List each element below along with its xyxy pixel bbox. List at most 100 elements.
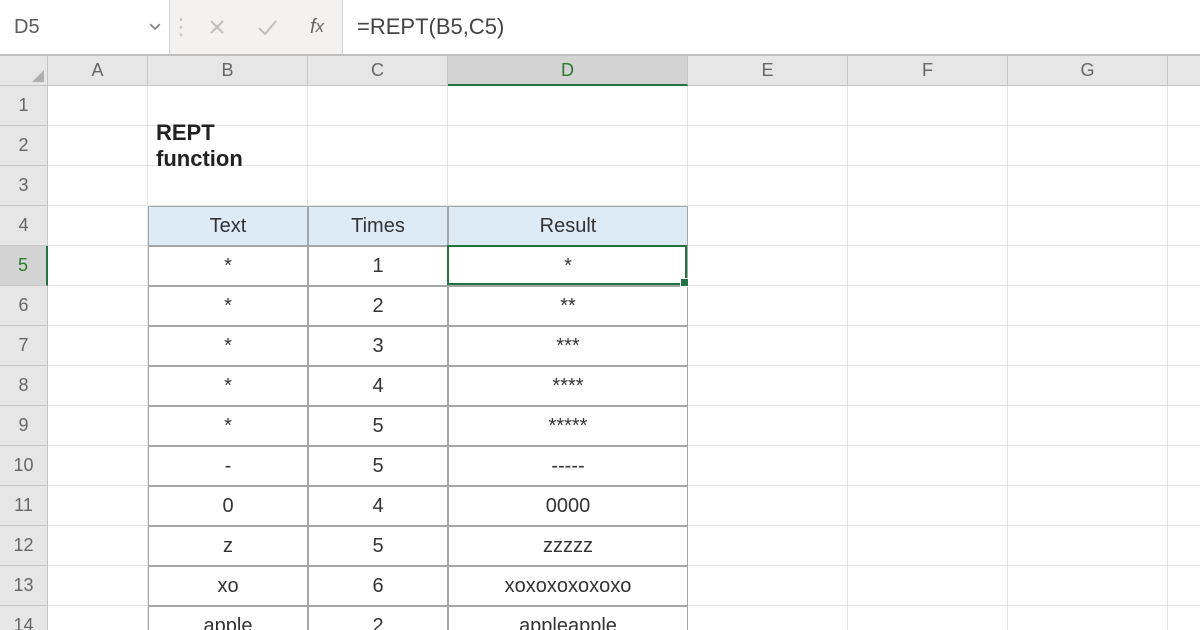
cell-B2[interactable]: REPT function <box>148 126 308 166</box>
cell-G1[interactable] <box>1008 86 1168 126</box>
cell-C3[interactable] <box>308 166 448 206</box>
cell-D13[interactable]: xoxoxoxoxoxo <box>448 566 688 606</box>
cell-B8[interactable]: * <box>148 366 308 406</box>
row-header-9[interactable]: 9 <box>0 406 48 446</box>
cell-H4[interactable] <box>1168 206 1200 246</box>
cell-E4[interactable] <box>688 206 848 246</box>
row-header-13[interactable]: 13 <box>0 566 48 606</box>
insert-function-button[interactable]: fx <box>292 0 342 54</box>
cell-C14[interactable]: 2 <box>308 606 448 630</box>
cell-H12[interactable] <box>1168 526 1200 566</box>
cell-D3[interactable] <box>448 166 688 206</box>
name-box-dropdown-icon[interactable] <box>149 16 161 39</box>
row-header-1[interactable]: 1 <box>0 86 48 126</box>
cell-B11[interactable]: 0 <box>148 486 308 526</box>
cell-F1[interactable] <box>848 86 1008 126</box>
cell-A2[interactable] <box>48 126 148 166</box>
confirm-formula-button[interactable] <box>242 0 292 54</box>
cell-F3[interactable] <box>848 166 1008 206</box>
cell-F12[interactable] <box>848 526 1008 566</box>
formula-input[interactable]: =REPT(B5,C5) <box>342 0 1200 54</box>
cell-C12[interactable]: 5 <box>308 526 448 566</box>
cell-E12[interactable] <box>688 526 848 566</box>
column-header-B[interactable]: B <box>148 56 308 86</box>
cell-E11[interactable] <box>688 486 848 526</box>
cell-D6[interactable]: ** <box>448 286 688 326</box>
row-header-7[interactable]: 7 <box>0 326 48 366</box>
column-header-G[interactable]: G <box>1008 56 1168 86</box>
cell-F5[interactable] <box>848 246 1008 286</box>
cell-G4[interactable] <box>1008 206 1168 246</box>
cell-D5[interactable]: * <box>448 246 688 286</box>
cell-grid[interactable]: REPT functionTextTimesResult*1**2***3***… <box>48 86 1200 630</box>
cell-F13[interactable] <box>848 566 1008 606</box>
cell-G11[interactable] <box>1008 486 1168 526</box>
cell-C10[interactable]: 5 <box>308 446 448 486</box>
cell-B9[interactable]: * <box>148 406 308 446</box>
cell-B7[interactable]: * <box>148 326 308 366</box>
cell-A12[interactable] <box>48 526 148 566</box>
cell-D8[interactable]: **** <box>448 366 688 406</box>
cancel-formula-button[interactable] <box>192 0 242 54</box>
cell-E3[interactable] <box>688 166 848 206</box>
cell-B13[interactable]: xo <box>148 566 308 606</box>
column-header-C[interactable]: C <box>308 56 448 86</box>
cell-E1[interactable] <box>688 86 848 126</box>
cell-F8[interactable] <box>848 366 1008 406</box>
cell-C13[interactable]: 6 <box>308 566 448 606</box>
name-box[interactable]: D5 <box>0 0 170 54</box>
cell-H13[interactable] <box>1168 566 1200 606</box>
row-header-8[interactable]: 8 <box>0 366 48 406</box>
cell-H5[interactable] <box>1168 246 1200 286</box>
row-header-12[interactable]: 12 <box>0 526 48 566</box>
cell-F4[interactable] <box>848 206 1008 246</box>
column-header-H[interactable]: H <box>1168 56 1200 86</box>
cell-C11[interactable]: 4 <box>308 486 448 526</box>
cell-E14[interactable] <box>688 606 848 630</box>
cell-H14[interactable] <box>1168 606 1200 630</box>
cell-A13[interactable] <box>48 566 148 606</box>
cell-C8[interactable]: 4 <box>308 366 448 406</box>
cell-D12[interactable]: zzzzz <box>448 526 688 566</box>
cell-D14[interactable]: appleapple <box>448 606 688 630</box>
cell-G3[interactable] <box>1008 166 1168 206</box>
row-header-6[interactable]: 6 <box>0 286 48 326</box>
column-header-F[interactable]: F <box>848 56 1008 86</box>
cell-H3[interactable] <box>1168 166 1200 206</box>
cell-E8[interactable] <box>688 366 848 406</box>
column-header-E[interactable]: E <box>688 56 848 86</box>
cell-G14[interactable] <box>1008 606 1168 630</box>
cell-E13[interactable] <box>688 566 848 606</box>
cell-F11[interactable] <box>848 486 1008 526</box>
cell-E6[interactable] <box>688 286 848 326</box>
row-header-4[interactable]: 4 <box>0 206 48 246</box>
cell-A9[interactable] <box>48 406 148 446</box>
cell-A7[interactable] <box>48 326 148 366</box>
cell-E5[interactable] <box>688 246 848 286</box>
cell-F7[interactable] <box>848 326 1008 366</box>
cell-D1[interactable] <box>448 86 688 126</box>
cell-F2[interactable] <box>848 126 1008 166</box>
cell-H11[interactable] <box>1168 486 1200 526</box>
cell-B12[interactable]: z <box>148 526 308 566</box>
cell-C1[interactable] <box>308 86 448 126</box>
cell-H7[interactable] <box>1168 326 1200 366</box>
cell-G9[interactable] <box>1008 406 1168 446</box>
cell-D10[interactable]: ----- <box>448 446 688 486</box>
cell-D7[interactable]: *** <box>448 326 688 366</box>
cell-C9[interactable]: 5 <box>308 406 448 446</box>
cell-C7[interactable]: 3 <box>308 326 448 366</box>
cell-G5[interactable] <box>1008 246 1168 286</box>
cell-B6[interactable]: * <box>148 286 308 326</box>
cell-A10[interactable] <box>48 446 148 486</box>
cell-D11[interactable]: 0000 <box>448 486 688 526</box>
cell-G12[interactable] <box>1008 526 1168 566</box>
cell-A14[interactable] <box>48 606 148 630</box>
cell-C4[interactable]: Times <box>308 206 448 246</box>
cell-E2[interactable] <box>688 126 848 166</box>
cell-H10[interactable] <box>1168 446 1200 486</box>
cell-A6[interactable] <box>48 286 148 326</box>
cell-H8[interactable] <box>1168 366 1200 406</box>
cell-E9[interactable] <box>688 406 848 446</box>
cell-A8[interactable] <box>48 366 148 406</box>
